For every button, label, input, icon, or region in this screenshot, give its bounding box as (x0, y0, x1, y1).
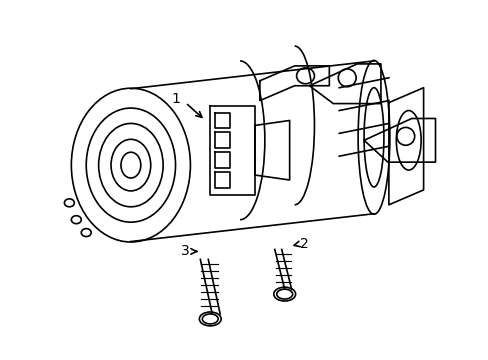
Text: 2: 2 (300, 237, 308, 251)
Ellipse shape (273, 287, 295, 301)
Text: 1: 1 (171, 92, 180, 105)
Text: 3: 3 (181, 244, 189, 258)
Ellipse shape (199, 312, 221, 326)
Ellipse shape (71, 88, 190, 242)
Ellipse shape (357, 60, 389, 214)
